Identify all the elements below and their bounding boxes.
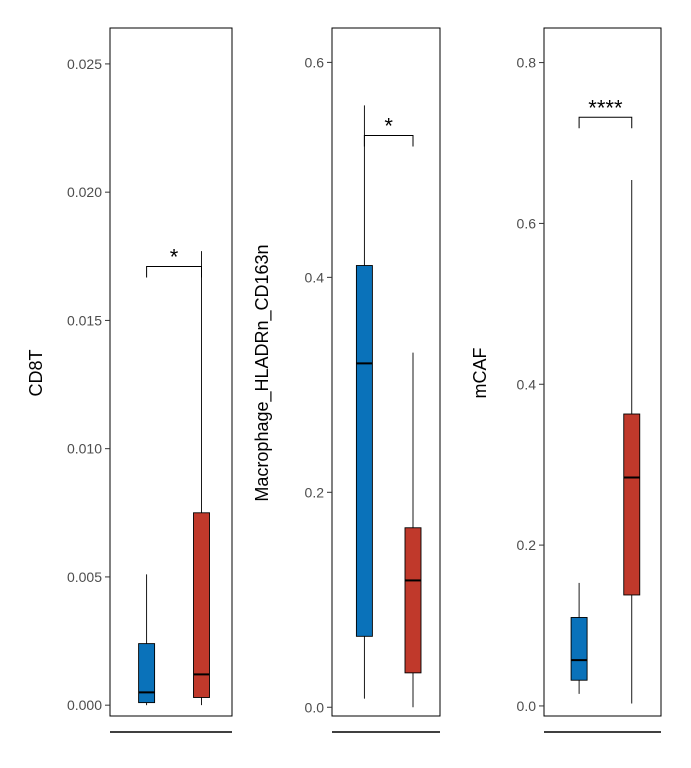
panel3-y-axis-title: mCAF	[470, 348, 490, 399]
panel3-blue-box	[570, 617, 588, 681]
panel1-y-axis-title: CD8T	[26, 349, 46, 396]
panel1-y-tick-label: 0.020	[67, 184, 102, 200]
panel2-significance-label: *	[384, 113, 393, 138]
panel1-frame	[109, 27, 233, 717]
panel2-significance-bracket	[363, 134, 414, 147]
panel2-frame	[331, 27, 441, 717]
panel3-significance-bracket	[578, 116, 633, 129]
panel1-y-tick-label: 0.015	[67, 312, 102, 328]
panel1-blue-box	[138, 643, 156, 704]
panel2-blue-box	[355, 265, 373, 637]
panel3-red-box	[623, 413, 641, 596]
panel2-y-tick-label: 0.2	[305, 484, 325, 500]
panel1-y-tick-label: 0.000	[67, 697, 102, 713]
panel3-y-tick-label: 0.4	[517, 376, 537, 392]
panel1-significance-bracket	[146, 266, 202, 278]
panel2-y-tick-label: 0.0	[305, 699, 325, 715]
panel1-y-tick-label: 0.010	[67, 441, 102, 457]
panel2-y-tick-label: 0.6	[305, 54, 325, 70]
panel1-significance-label: *	[170, 245, 179, 270]
panel3-y-tick-label: 0.0	[517, 698, 537, 714]
panel1-red-box	[193, 512, 210, 698]
panel2-y-tick-label: 0.4	[305, 269, 325, 285]
panel3-frame	[543, 27, 662, 717]
panel2-y-axis-title: Macrophage_HLADRn_CD163n	[252, 244, 273, 501]
panel3-y-tick-label: 0.8	[517, 55, 537, 71]
panel2-red-box	[404, 527, 422, 674]
panel1-y-tick-label: 0.005	[67, 569, 102, 585]
panel1-y-tick-label: 0.025	[67, 56, 102, 72]
panel3-y-tick-label: 0.2	[517, 537, 537, 553]
panel3-y-tick-label: 0.6	[517, 215, 537, 231]
panel3-significance-label: ****	[588, 95, 623, 120]
